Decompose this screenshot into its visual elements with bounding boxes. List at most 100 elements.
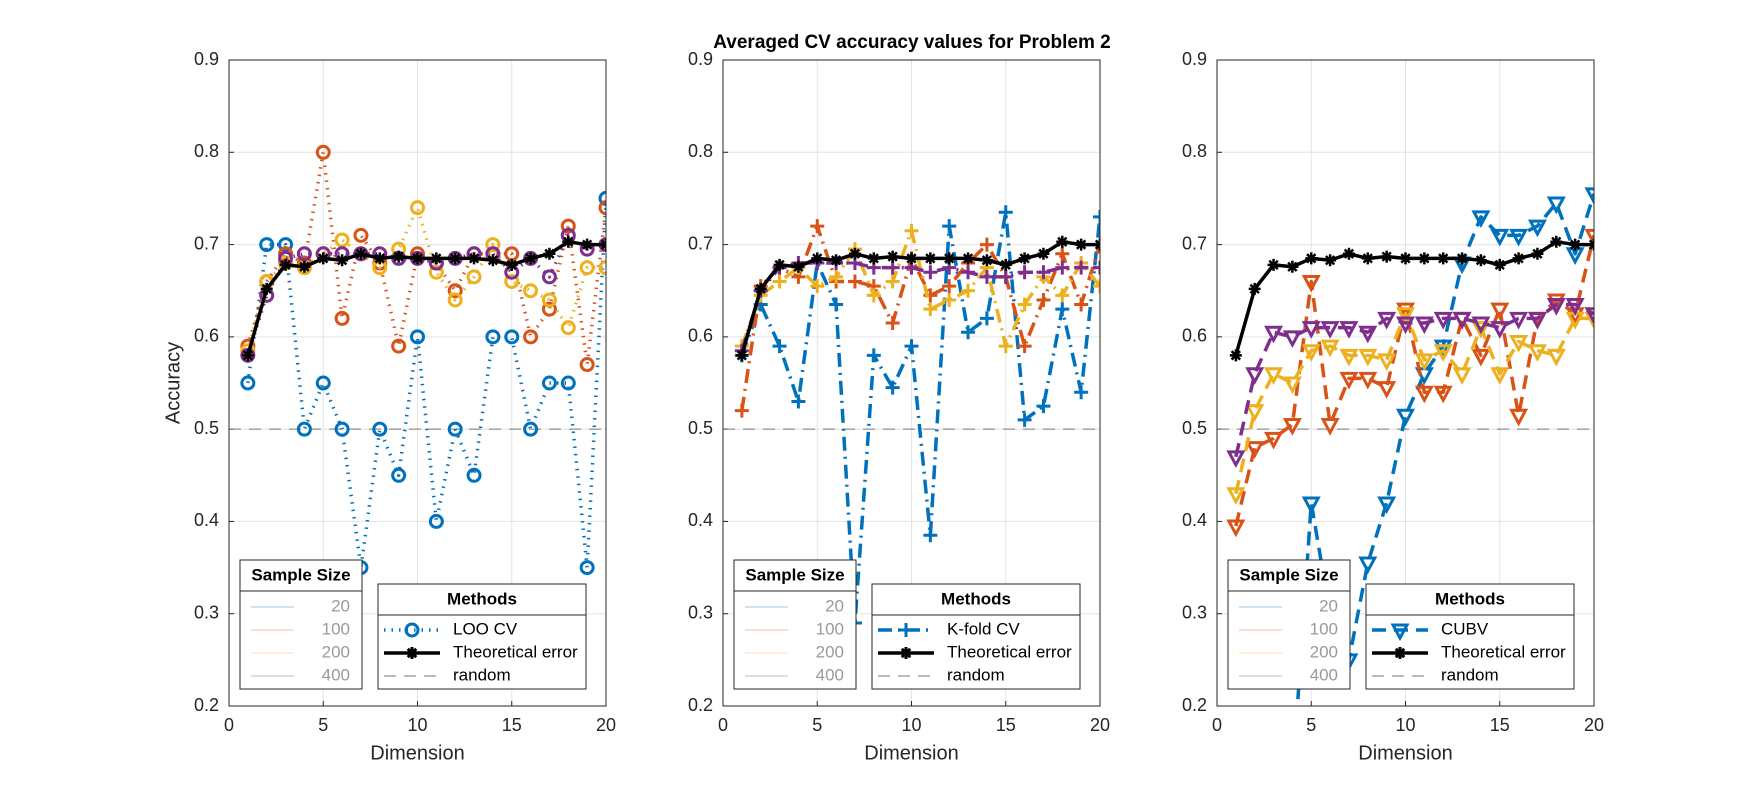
marker [315, 375, 331, 391]
y-tick-label: 0.3 [194, 602, 219, 622]
marker [734, 403, 749, 418]
marker [961, 325, 976, 340]
legend-label: 200 [322, 642, 350, 661]
marker [1285, 775, 1299, 788]
marker [998, 269, 1013, 284]
marker [409, 200, 426, 216]
marker [334, 421, 350, 437]
marker [391, 467, 407, 483]
marker [999, 258, 1012, 271]
marker [260, 282, 273, 295]
x-axis-label: Dimension [370, 742, 464, 764]
marker [1414, 316, 1434, 335]
marker [1055, 288, 1070, 303]
marker [1320, 339, 1340, 358]
marker [1036, 292, 1051, 307]
marker [1509, 311, 1529, 330]
marker [449, 252, 462, 265]
marker [1267, 258, 1280, 271]
x-tick-label: 20 [1584, 715, 1604, 735]
marker [334, 310, 350, 326]
marker [1565, 298, 1585, 316]
marker [1584, 228, 1594, 247]
marker [1452, 367, 1472, 385]
marker [773, 258, 786, 271]
marker [1358, 371, 1378, 390]
chart-title: Averaged CV accuracy values for Problem … [713, 32, 1110, 53]
marker [241, 349, 254, 362]
x-tick-label: 10 [901, 715, 921, 735]
marker [541, 292, 557, 308]
legend-label: LOO CV [453, 619, 518, 638]
marker [811, 252, 824, 265]
y-tick-label: 0.6 [1182, 326, 1207, 346]
marker [905, 252, 918, 265]
marker [829, 269, 844, 284]
marker [810, 219, 825, 234]
marker [1490, 367, 1510, 385]
legend-label: 200 [816, 642, 844, 661]
marker [1565, 307, 1585, 325]
marker [560, 320, 576, 336]
marker [1055, 246, 1070, 261]
marker [298, 260, 311, 273]
marker [1093, 279, 1100, 294]
marker [923, 528, 938, 543]
y-tick-label: 0.9 [194, 49, 219, 69]
marker [1490, 228, 1510, 247]
legend-marker [406, 647, 418, 659]
marker [1339, 371, 1359, 390]
marker [1301, 321, 1321, 339]
legend-label: 20 [1319, 596, 1338, 615]
marker [336, 254, 349, 267]
marker [485, 329, 501, 345]
x-tick-label: 5 [318, 715, 328, 735]
marker [1490, 321, 1510, 339]
y-tick-label: 0.2 [688, 695, 713, 715]
legend-marker [1390, 623, 1410, 642]
x-tick-label: 15 [1490, 715, 1510, 735]
marker [885, 274, 900, 289]
marker [372, 421, 388, 437]
legend: Sample Size 20 100 200 400 [239, 559, 363, 690]
marker [1093, 260, 1100, 275]
marker [923, 302, 938, 317]
legend-label: random [1441, 665, 1499, 684]
marker [1339, 321, 1359, 339]
marker [829, 297, 844, 312]
marker [1418, 252, 1431, 265]
marker [541, 375, 557, 391]
marker [430, 252, 443, 265]
legend-title: Sample Size [745, 565, 844, 584]
marker [1456, 252, 1469, 265]
marker [1342, 247, 1355, 260]
legend-label: CUBV [1441, 619, 1489, 638]
marker [1471, 348, 1491, 367]
marker [279, 258, 292, 271]
series-line [1234, 234, 1594, 527]
marker [1017, 265, 1032, 280]
x-axis-label: Dimension [1358, 742, 1452, 764]
marker [1550, 235, 1563, 248]
legend-label: 100 [1310, 619, 1338, 638]
legend-label: K-fold CV [947, 619, 1020, 638]
y-tick-label: 0.4 [688, 510, 713, 530]
marker [278, 250, 294, 266]
marker [923, 265, 938, 280]
marker [885, 260, 900, 275]
marker [1527, 219, 1547, 238]
marker [1056, 235, 1069, 248]
x-tick-label: 20 [596, 715, 616, 735]
marker [847, 274, 862, 289]
y-tick-label: 0.3 [688, 602, 713, 622]
marker [1546, 348, 1566, 367]
marker [1264, 325, 1284, 344]
marker [1055, 260, 1070, 275]
y-tick-label: 0.8 [194, 141, 219, 161]
y-tick-label: 0.9 [1182, 49, 1207, 69]
x-tick-label: 0 [718, 715, 728, 735]
legend-label: random [947, 665, 1005, 684]
marker [1245, 441, 1265, 459]
marker [1226, 450, 1246, 468]
marker [961, 283, 976, 298]
